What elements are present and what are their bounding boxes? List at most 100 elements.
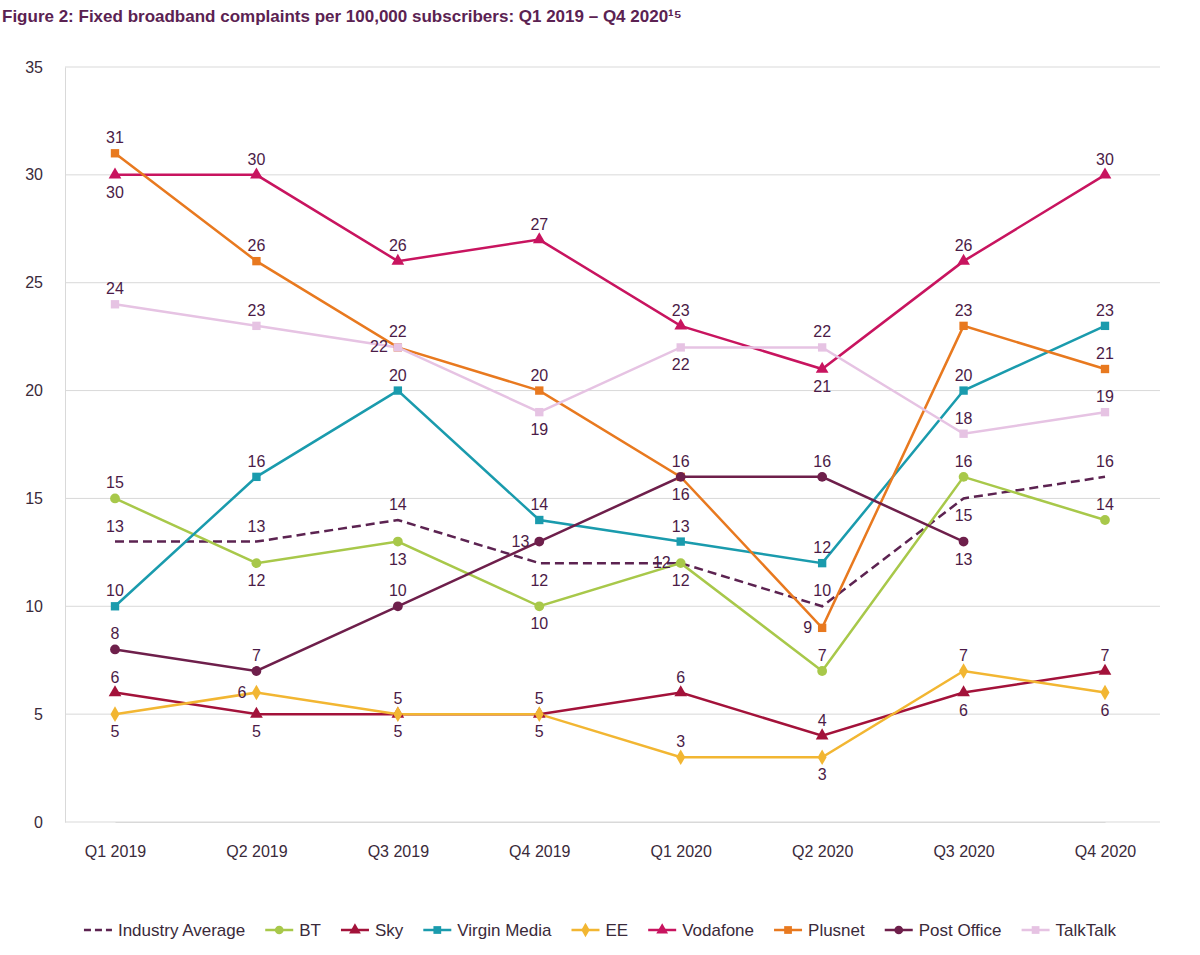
data-label: 24 — [106, 280, 124, 297]
data-label: 7 — [1101, 647, 1110, 664]
tick: Q3 2019 — [368, 822, 429, 860]
legend-item: Vodafone — [648, 921, 754, 940]
marker — [1099, 664, 1112, 675]
data-label: 5 — [393, 690, 402, 707]
marker — [393, 706, 402, 722]
marker — [959, 386, 967, 394]
tick: 20 — [25, 382, 65, 399]
data-label: 12 — [672, 572, 690, 589]
data-label: 16 — [1096, 453, 1114, 470]
legend-item: TalkTalk — [1022, 921, 1117, 940]
tick-label: 15 — [25, 490, 43, 507]
data-label: 12 — [248, 572, 266, 589]
tick-label: 0 — [34, 814, 43, 831]
grid-line — [65, 714, 1160, 715]
axis-line — [65, 68, 66, 823]
data-label: 3 — [676, 733, 685, 750]
data-label: 10 — [530, 615, 548, 632]
data-label: 16 — [672, 486, 690, 503]
marker — [111, 149, 119, 157]
title: Figure 2: Fixed broadband complaints per… — [2, 7, 682, 26]
data-label: 7 — [818, 647, 827, 664]
marker — [676, 558, 686, 568]
marker — [533, 232, 546, 243]
legend-marker — [784, 926, 792, 934]
marker — [111, 706, 120, 722]
tick-label: Q4 2020 — [1075, 843, 1136, 860]
legend-item: Industry Average — [84, 921, 245, 940]
data-label: 12 — [813, 539, 831, 556]
tick-label: 20 — [25, 382, 43, 399]
marker — [252, 685, 261, 701]
marker — [674, 685, 687, 696]
data-label: 5 — [535, 723, 544, 740]
data-label: 16 — [955, 453, 973, 470]
data-label: 22 — [813, 323, 831, 340]
marker — [111, 602, 119, 610]
grid-line — [65, 498, 1160, 499]
marker — [957, 685, 970, 696]
data-label: 26 — [389, 237, 407, 254]
grid-line — [65, 67, 1160, 68]
legend-label: TalkTalk — [1056, 921, 1117, 940]
marker — [676, 472, 686, 482]
tick: 15 — [25, 490, 65, 507]
data-label: 6 — [959, 702, 968, 719]
tick-label: Q4 2019 — [509, 843, 570, 860]
marker — [394, 343, 402, 351]
marker — [1101, 365, 1109, 373]
data-label: 13 — [955, 551, 973, 568]
axis-line — [116, 822, 1106, 823]
data-label: 7 — [959, 647, 968, 664]
tick-label: Q3 2019 — [368, 843, 429, 860]
marker — [818, 559, 826, 567]
data-label: 30 — [248, 151, 266, 168]
marker — [1099, 168, 1112, 179]
series-line — [115, 671, 1105, 736]
marker — [250, 168, 263, 179]
data-label: 13 — [389, 551, 407, 568]
marker — [818, 343, 826, 351]
legend-label: Virgin Media — [457, 921, 552, 940]
tick: 5 — [34, 706, 65, 723]
data-label: 10 — [389, 582, 407, 599]
data-label: 8 — [111, 625, 120, 642]
data-label: 5 — [535, 690, 544, 707]
marker — [959, 663, 968, 679]
tick: 0 — [34, 814, 65, 831]
tick: 30 — [25, 166, 65, 183]
plot-area — [109, 149, 1112, 765]
data-label: 7 — [252, 647, 261, 664]
x-axis: Q1 2019Q2 2019Q3 2019Q4 2019Q1 2020Q2 20… — [85, 822, 1136, 860]
marker — [674, 319, 687, 330]
series-line — [115, 477, 964, 671]
tick: 35 — [25, 59, 65, 76]
marker — [252, 473, 260, 481]
marker — [1101, 408, 1109, 416]
tick: Q1 2019 — [85, 822, 146, 860]
marker — [1100, 515, 1110, 525]
data-label: 15 — [955, 507, 973, 524]
data-label: 14 — [530, 496, 548, 513]
marker — [957, 254, 970, 265]
series-line — [115, 153, 1105, 628]
data-label: 22 — [672, 356, 690, 373]
data-label: 31 — [106, 129, 124, 146]
marker — [677, 537, 685, 545]
marker — [818, 749, 827, 765]
marker — [110, 645, 120, 655]
tick: Q1 2020 — [651, 822, 712, 860]
legend-label: Post Office — [919, 921, 1002, 940]
marker — [817, 666, 827, 676]
marker — [111, 300, 119, 308]
marker — [393, 601, 403, 611]
chart: Figure 2: Fixed broadband complaints per… — [0, 0, 1200, 955]
marker — [250, 707, 263, 718]
series-line — [115, 304, 1105, 433]
data-label: 9 — [803, 619, 812, 636]
data-label: 10 — [813, 582, 831, 599]
data-label: 30 — [1096, 151, 1114, 168]
data-labels: 1313141212101516151213101271614655564671… — [106, 129, 1114, 783]
legend-label: Vodafone — [682, 921, 754, 940]
marker — [252, 257, 260, 265]
